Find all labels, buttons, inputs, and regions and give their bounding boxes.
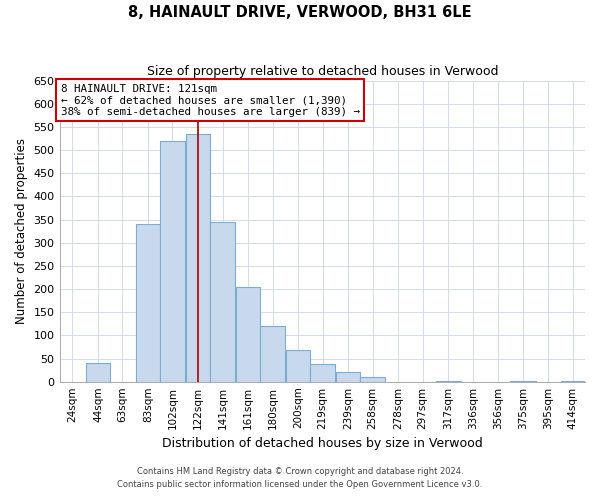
Bar [186,134,211,382]
Text: 8, HAINAULT DRIVE, VERWOOD, BH31 6LE: 8, HAINAULT DRIVE, VERWOOD, BH31 6LE [128,5,472,20]
Bar [136,224,160,382]
X-axis label: Distribution of detached houses by size in Verwood: Distribution of detached houses by size … [162,437,482,450]
Bar [560,381,585,382]
Bar [360,376,385,382]
Bar [160,141,185,382]
Bar [209,222,235,382]
Bar [86,362,110,382]
Bar [336,372,361,382]
Bar [510,381,536,382]
Title: Size of property relative to detached houses in Verwood: Size of property relative to detached ho… [146,65,498,78]
Bar [236,286,260,382]
Bar [286,350,310,382]
Y-axis label: Number of detached properties: Number of detached properties [15,138,28,324]
Text: Contains HM Land Registry data © Crown copyright and database right 2024.
Contai: Contains HM Land Registry data © Crown c… [118,468,482,489]
Text: 8 HAINAULT DRIVE: 121sqm
← 62% of detached houses are smaller (1,390)
38% of sem: 8 HAINAULT DRIVE: 121sqm ← 62% of detach… [61,84,360,117]
Bar [310,364,335,382]
Bar [436,381,461,382]
Bar [260,326,286,382]
